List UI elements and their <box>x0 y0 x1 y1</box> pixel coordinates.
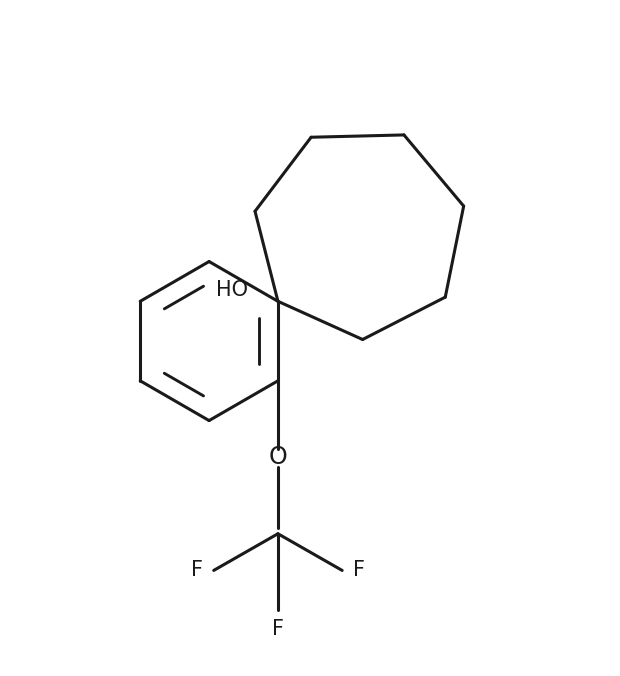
Text: F: F <box>272 619 284 639</box>
Text: F: F <box>190 560 203 581</box>
Text: F: F <box>353 560 365 581</box>
Text: HO: HO <box>216 281 248 300</box>
Text: O: O <box>268 445 287 469</box>
